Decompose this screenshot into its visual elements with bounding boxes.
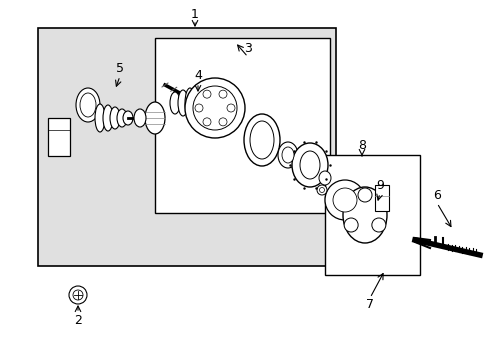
Bar — [374, 185, 388, 211]
Ellipse shape — [184, 88, 195, 118]
Ellipse shape — [278, 142, 297, 168]
Circle shape — [371, 218, 385, 232]
Circle shape — [226, 104, 235, 112]
Ellipse shape — [134, 109, 146, 127]
Ellipse shape — [332, 188, 356, 212]
Text: 4: 4 — [194, 68, 202, 81]
Ellipse shape — [103, 105, 113, 131]
Ellipse shape — [282, 147, 293, 163]
Bar — [325, 155, 419, 275]
Ellipse shape — [184, 78, 244, 138]
Ellipse shape — [291, 143, 327, 187]
Ellipse shape — [249, 121, 273, 159]
Text: 1: 1 — [191, 8, 199, 21]
Text: 7: 7 — [365, 298, 373, 311]
Ellipse shape — [110, 107, 120, 129]
Ellipse shape — [299, 151, 319, 179]
Ellipse shape — [325, 180, 364, 220]
Text: 3: 3 — [244, 41, 251, 54]
Circle shape — [319, 188, 324, 193]
Ellipse shape — [244, 114, 280, 166]
Ellipse shape — [170, 92, 180, 114]
Bar — [155, 38, 329, 213]
Ellipse shape — [318, 171, 330, 185]
Bar — [38, 28, 335, 266]
Text: 9: 9 — [375, 179, 383, 192]
Ellipse shape — [117, 109, 127, 127]
Ellipse shape — [145, 102, 164, 134]
Circle shape — [344, 218, 357, 232]
Circle shape — [316, 185, 326, 195]
Ellipse shape — [76, 88, 100, 122]
Ellipse shape — [123, 111, 133, 125]
Ellipse shape — [342, 187, 386, 243]
Text: 8: 8 — [357, 139, 365, 152]
Ellipse shape — [80, 93, 96, 117]
Circle shape — [357, 188, 371, 202]
Ellipse shape — [95, 104, 105, 132]
Circle shape — [195, 104, 203, 112]
Circle shape — [203, 90, 210, 98]
Circle shape — [219, 118, 226, 126]
Circle shape — [219, 90, 226, 98]
Ellipse shape — [178, 90, 187, 116]
Text: 5: 5 — [116, 62, 124, 75]
Text: 2: 2 — [74, 314, 82, 327]
Circle shape — [69, 286, 87, 304]
Text: 6: 6 — [432, 189, 440, 202]
Ellipse shape — [191, 89, 201, 117]
Bar — [48, 118, 70, 156]
Ellipse shape — [193, 86, 237, 130]
Circle shape — [203, 118, 210, 126]
Circle shape — [73, 290, 83, 300]
